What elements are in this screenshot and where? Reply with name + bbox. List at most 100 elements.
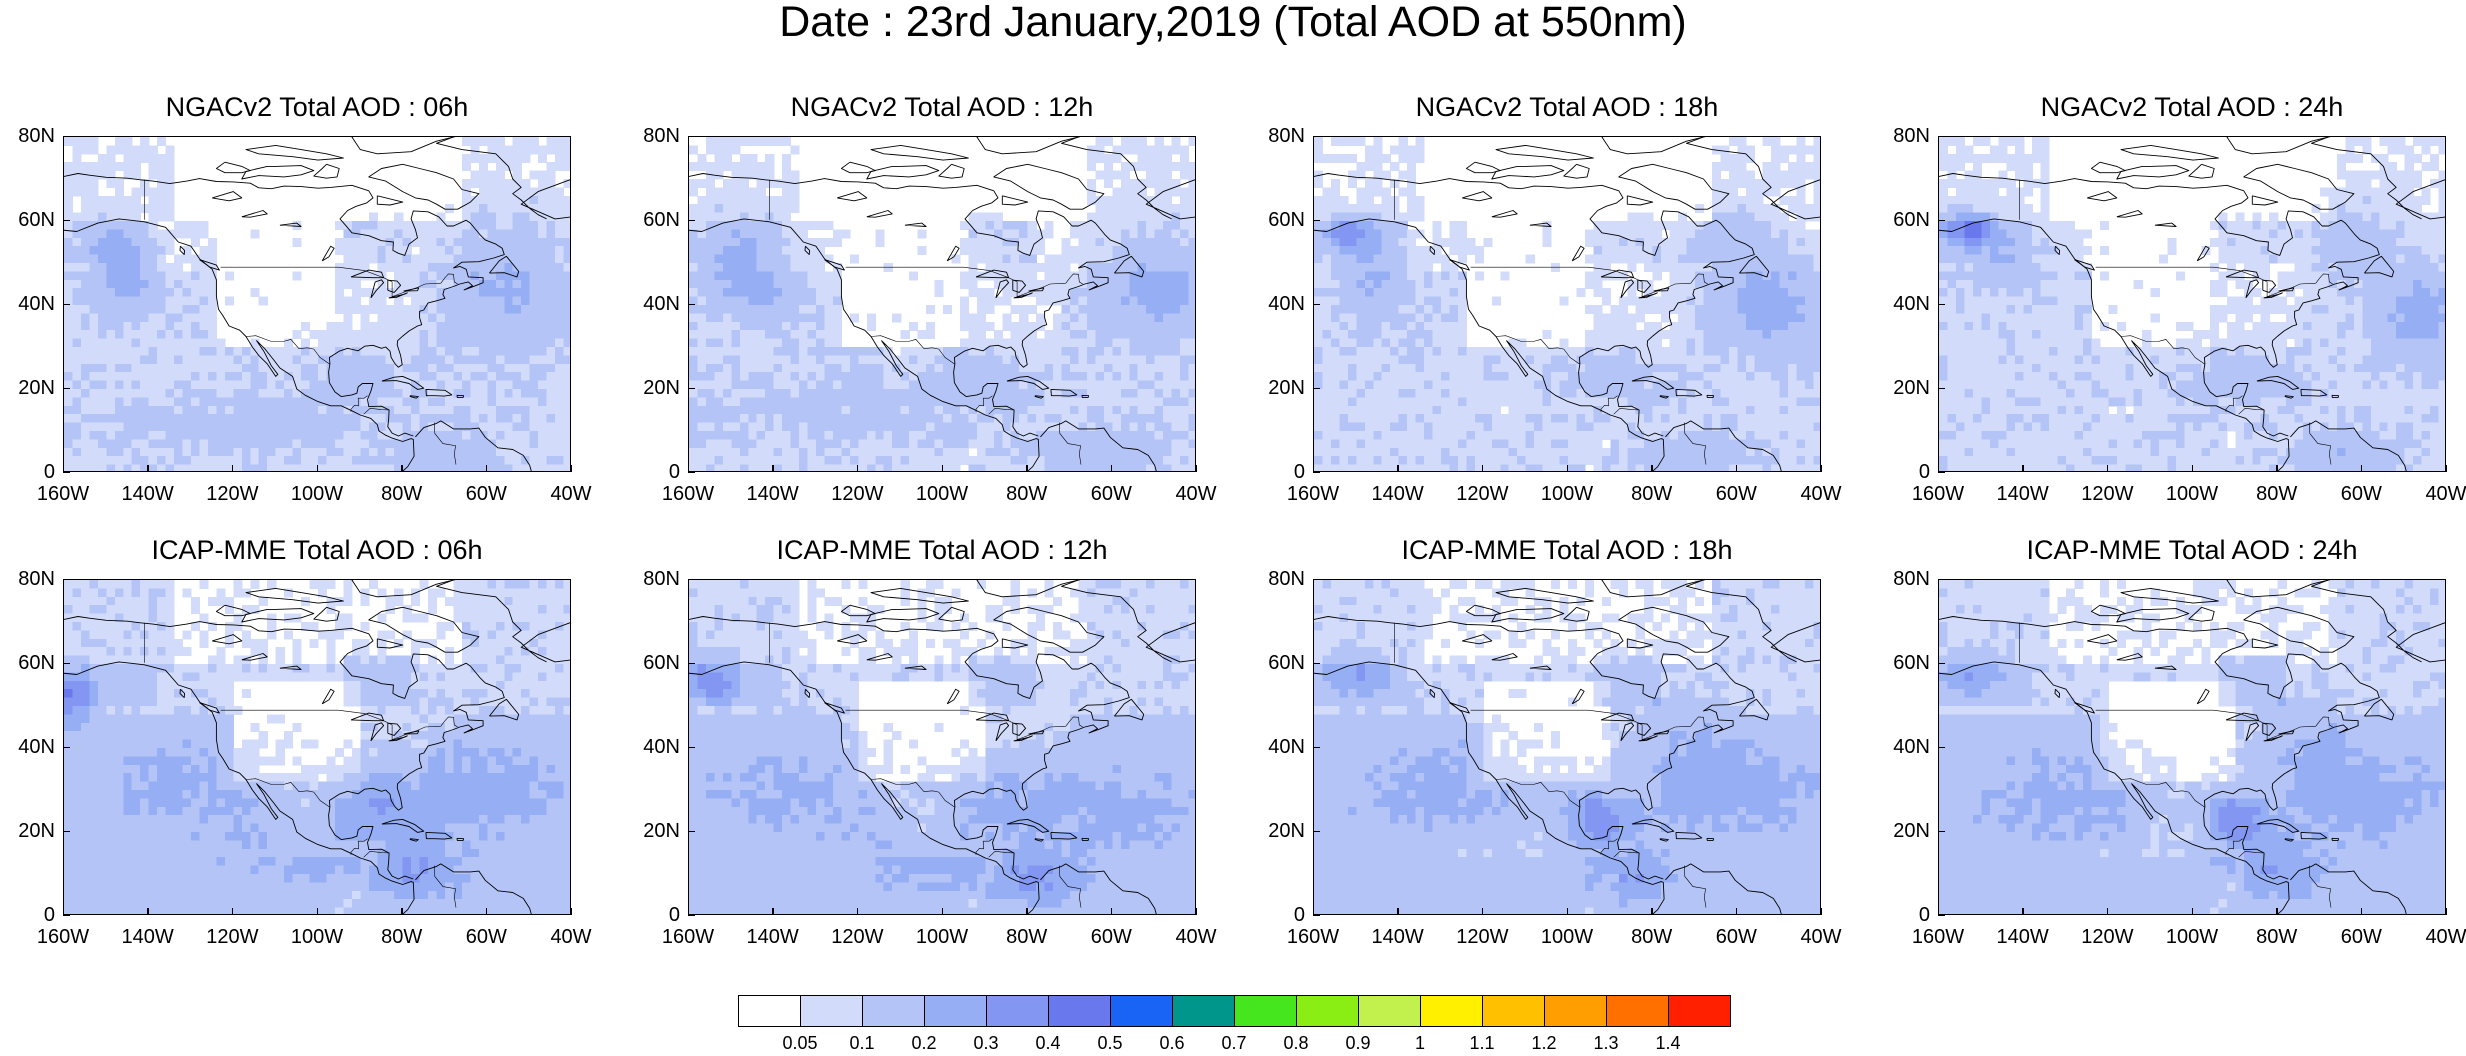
- lon-tick-label: 80W: [1006, 483, 1048, 505]
- lon-tick-mark: [856, 465, 859, 472]
- lon-tick-mark: [941, 465, 943, 472]
- lat-tick-label: 0: [1918, 461, 1930, 483]
- lat-tick-mark: [63, 387, 70, 389]
- colorbar-label: 0.7: [1221, 1033, 1247, 1053]
- lon-tick-label: 60W: [2340, 926, 2382, 948]
- lon-tick-label: 40W: [1175, 926, 1217, 948]
- lon-tick-mark: [1735, 908, 1738, 915]
- lon-tick-mark: [2360, 465, 2363, 472]
- lat-tick-mark: [688, 746, 695, 748]
- lon-tick-label: 100W: [2165, 483, 2219, 505]
- lon-tick-label: 160W: [1286, 926, 1340, 948]
- lon-tick-label: 100W: [1540, 483, 1594, 505]
- lon-tick-label: 140W: [121, 926, 174, 948]
- lat-tick-label: 40N: [1268, 293, 1305, 315]
- lon-tick-mark: [2276, 465, 2278, 472]
- aod-field: [64, 580, 570, 914]
- lat-tick-mark: [1313, 387, 1320, 389]
- borders: [1394, 622, 1708, 908]
- lat-tick-mark: [1313, 135, 1320, 137]
- lat-tick-label: 0: [668, 461, 680, 483]
- lon-tick-mark: [1651, 908, 1653, 915]
- lon-tick-label: 60W: [1715, 926, 1757, 948]
- lon-tick-mark: [2191, 908, 2193, 915]
- lat-tick-label: 20N: [1893, 377, 1930, 399]
- coastlines: [1314, 137, 1820, 471]
- lat-tick-mark: [1938, 135, 1945, 137]
- lon-tick-label: 140W: [121, 483, 174, 505]
- colorbar-swatch: [1482, 995, 1545, 1027]
- lat-tick-label: 40N: [643, 293, 680, 315]
- lon-tick-mark: [147, 908, 149, 915]
- aod-map: [1314, 580, 1820, 914]
- map-panel: [1313, 136, 1821, 472]
- colorbar-swatch: [1172, 995, 1235, 1027]
- colorbar-label: 0.5: [1097, 1033, 1123, 1053]
- lat-tick-mark: [1313, 830, 1320, 832]
- lat-tick-label: 20N: [1893, 820, 1930, 842]
- lon-tick-label: 160W: [1286, 483, 1340, 505]
- lat-tick-label: 20N: [1268, 377, 1305, 399]
- lat-tick-label: 0: [1293, 461, 1305, 483]
- lon-tick-mark: [1312, 908, 1314, 915]
- lon-tick-label: 80W: [2256, 926, 2298, 948]
- figure-title: Date : 23rd January,2019 (Total AOD at 5…: [779, 0, 1687, 46]
- lon-tick-mark: [687, 465, 689, 472]
- lat-tick-label: 80N: [1893, 125, 1930, 147]
- lon-tick-label: 40W: [550, 483, 592, 505]
- aod-map: [64, 580, 570, 914]
- borders: [769, 179, 1083, 465]
- panel-title: NGACv2 Total AOD : 12h: [790, 92, 1094, 122]
- lon-tick-mark: [2360, 908, 2363, 915]
- colorbar-swatch: [1668, 995, 1731, 1027]
- lat-tick-mark: [688, 219, 695, 221]
- lon-tick-label: 160W: [1911, 926, 1965, 948]
- map-panel: [63, 579, 571, 915]
- lon-tick-label: 120W: [831, 483, 884, 505]
- lat-tick-mark: [1938, 387, 1945, 389]
- panel-title: ICAP-MME Total AOD : 06h: [151, 535, 483, 565]
- aod-field: [1314, 137, 1820, 471]
- map-panel: [63, 136, 571, 472]
- lat-tick-mark: [688, 387, 695, 389]
- coastlines: [1939, 580, 2445, 914]
- lon-tick-label: 140W: [746, 483, 799, 505]
- lat-tick-mark: [1313, 219, 1320, 221]
- aod-field: [1939, 137, 2445, 471]
- lat-tick-mark: [1938, 746, 1945, 748]
- lon-tick-label: 120W: [2081, 926, 2134, 948]
- lat-tick-mark: [688, 135, 695, 137]
- lon-tick-mark: [1026, 465, 1028, 472]
- lat-tick-label: 80N: [643, 568, 680, 590]
- lon-tick-mark: [62, 908, 64, 915]
- lat-tick-label: 20N: [643, 820, 680, 842]
- lon-tick-mark: [401, 908, 403, 915]
- lat-tick-label: 40N: [1893, 736, 1930, 758]
- colorbar-label: 0.6: [1159, 1033, 1185, 1053]
- lat-tick-mark: [688, 830, 695, 832]
- coastlines: [64, 137, 570, 471]
- colorbar-label: 0.05: [782, 1033, 818, 1053]
- lat-tick-label: 60N: [1893, 652, 1930, 674]
- aod-field: [689, 580, 1195, 914]
- lat-tick-label: 60N: [18, 652, 55, 674]
- lon-tick-label: 100W: [1540, 926, 1594, 948]
- lat-tick-label: 20N: [18, 820, 55, 842]
- lon-tick-label: 60W: [1090, 483, 1132, 505]
- lat-tick-label: 80N: [1893, 568, 1930, 590]
- lon-tick-mark: [1937, 465, 1939, 472]
- lon-tick-mark: [570, 465, 572, 472]
- lat-tick-mark: [1313, 914, 1320, 916]
- lon-tick-label: 40W: [1800, 926, 1842, 948]
- lon-tick-label: 80W: [381, 483, 423, 505]
- lon-tick-mark: [401, 465, 403, 472]
- colorbar-swatch: [1420, 995, 1483, 1027]
- lon-tick-label: 80W: [1006, 926, 1048, 948]
- lon-tick-label: 140W: [1371, 483, 1424, 505]
- lat-tick-label: 60N: [643, 652, 680, 674]
- lon-tick-mark: [1820, 465, 1822, 472]
- colorbar-swatch: [1234, 995, 1297, 1027]
- lat-tick-label: 40N: [1893, 293, 1930, 315]
- lon-tick-label: 120W: [1456, 926, 1509, 948]
- lat-tick-mark: [1313, 746, 1320, 748]
